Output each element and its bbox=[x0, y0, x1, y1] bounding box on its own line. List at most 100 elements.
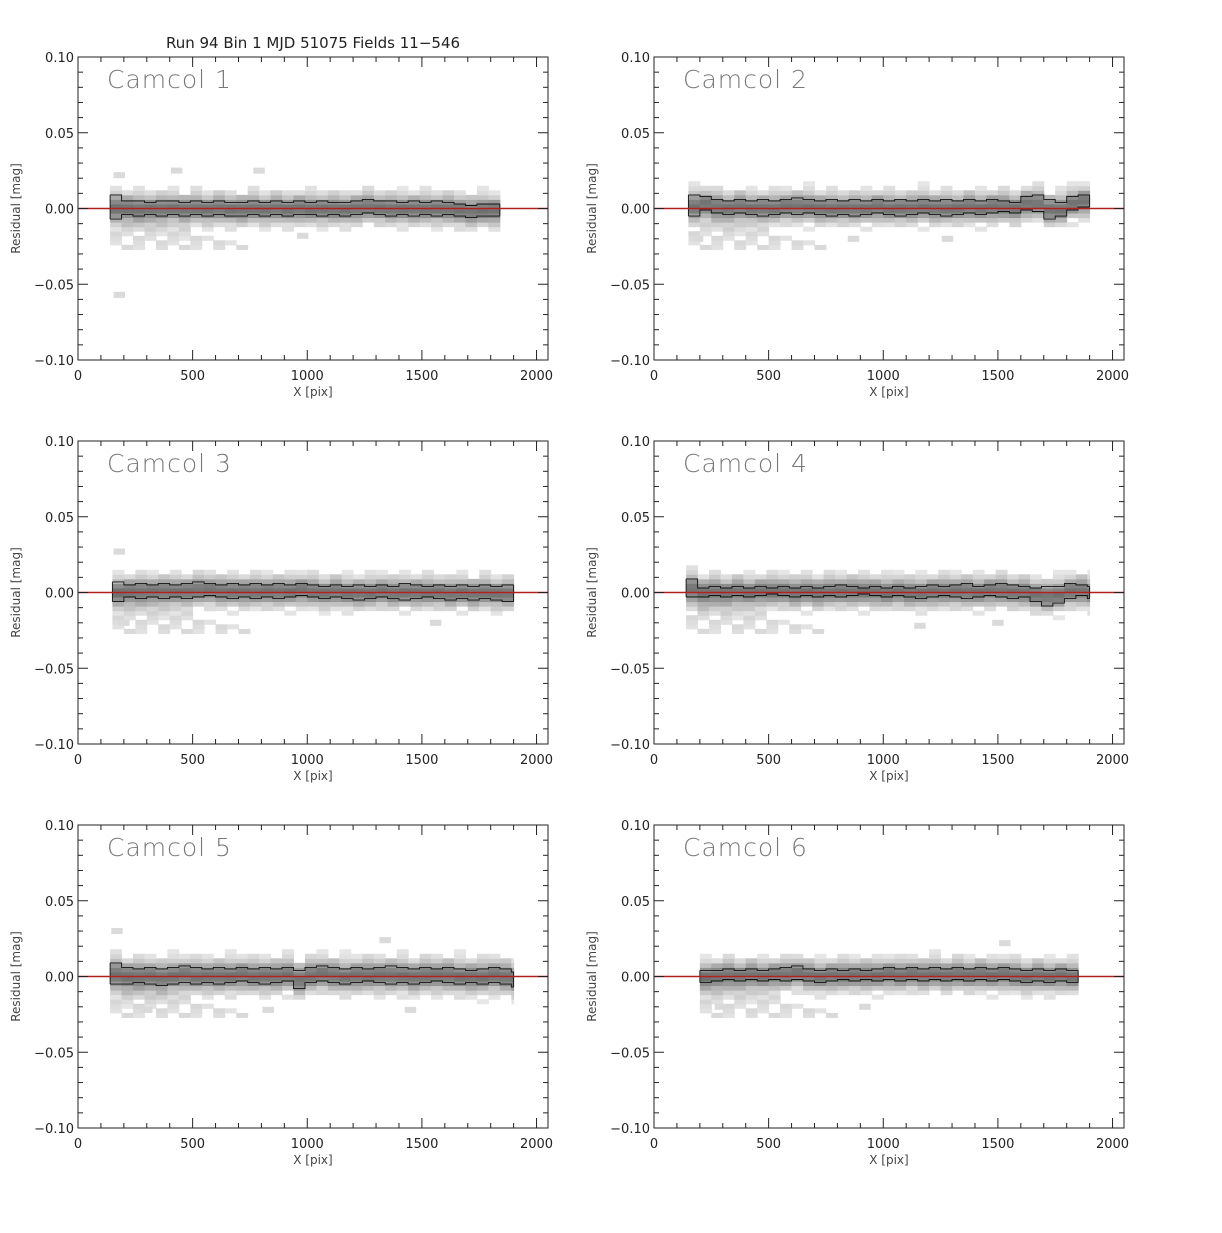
density-cell bbox=[339, 217, 352, 223]
density-cell bbox=[892, 597, 905, 603]
y-tick-label: 0.10 bbox=[45, 51, 74, 66]
density-cell bbox=[213, 1012, 226, 1018]
density-cell bbox=[144, 971, 157, 977]
density-cell bbox=[871, 967, 884, 973]
density-cell bbox=[731, 574, 744, 580]
density-cell bbox=[768, 217, 781, 223]
density-cell bbox=[745, 976, 758, 982]
density-cell bbox=[745, 222, 758, 228]
density-cell bbox=[766, 606, 779, 612]
upper-step-line bbox=[112, 581, 514, 587]
density-cell bbox=[146, 578, 159, 584]
density-cell bbox=[224, 190, 237, 196]
density-cell bbox=[825, 971, 838, 977]
density-cell bbox=[768, 208, 781, 214]
density-cell bbox=[711, 990, 724, 996]
density-cell bbox=[974, 226, 987, 232]
density-cell bbox=[711, 235, 724, 241]
density-cell bbox=[906, 981, 919, 987]
density-cell bbox=[745, 240, 758, 246]
density-cell bbox=[490, 574, 503, 580]
density-cell bbox=[178, 990, 191, 996]
density-cell bbox=[917, 185, 930, 191]
density-cell bbox=[431, 971, 444, 977]
density-cell bbox=[688, 217, 701, 223]
density-cell bbox=[456, 610, 469, 616]
density-cell bbox=[709, 619, 721, 625]
density-cell bbox=[871, 994, 884, 1000]
density-cell bbox=[880, 587, 893, 593]
density-cell bbox=[261, 574, 274, 580]
density-cell bbox=[238, 601, 251, 607]
density-cell bbox=[284, 569, 297, 575]
density-cell bbox=[110, 222, 123, 228]
density-heatmap bbox=[112, 548, 515, 634]
density-cell bbox=[720, 615, 733, 621]
panel-camcol-3: 0 500 1000 1500 2000−0.10−0.050.000.050.10X … bbox=[9, 435, 553, 783]
density-cell bbox=[238, 583, 251, 589]
density-cell bbox=[350, 953, 363, 959]
density-cell bbox=[259, 953, 272, 959]
density-cell bbox=[385, 217, 398, 223]
density-cell bbox=[398, 601, 411, 607]
density-cell bbox=[734, 231, 747, 237]
density-cell bbox=[720, 601, 733, 607]
density-cell bbox=[190, 981, 203, 987]
density-cell bbox=[270, 222, 283, 228]
density-cell bbox=[883, 185, 896, 191]
panel-camcol-2: 0 500 1000 1500 2000−0.10−0.050.000.050.10X … bbox=[585, 51, 1129, 399]
x-axis-label: X [pix] bbox=[869, 385, 908, 399]
density-cell bbox=[272, 578, 285, 584]
density-cell bbox=[803, 185, 815, 191]
density-cell bbox=[204, 597, 217, 603]
density-cell bbox=[731, 628, 744, 634]
density-cell bbox=[330, 587, 343, 593]
density-cell bbox=[499, 976, 512, 982]
density-cell bbox=[711, 226, 724, 232]
density-cell bbox=[270, 213, 283, 219]
density-cell bbox=[421, 574, 434, 580]
density-cell bbox=[155, 190, 168, 196]
density-cell bbox=[167, 994, 180, 1000]
density-cell bbox=[304, 213, 317, 219]
density-cell bbox=[284, 610, 297, 616]
density-cell bbox=[903, 592, 916, 598]
density-cell bbox=[364, 574, 377, 580]
density-cell bbox=[722, 1008, 735, 1014]
density-cell bbox=[791, 953, 804, 959]
density-cell bbox=[387, 583, 400, 589]
density-cell bbox=[282, 958, 295, 964]
density-cell bbox=[699, 226, 712, 232]
density-cell bbox=[812, 583, 825, 589]
density-cell bbox=[848, 985, 861, 991]
density-cell bbox=[1052, 569, 1065, 575]
x-tick-label: 0 bbox=[74, 369, 82, 384]
density-cell bbox=[711, 222, 724, 228]
density-cell bbox=[133, 990, 145, 996]
density-cell bbox=[121, 222, 134, 228]
density-cell bbox=[155, 213, 168, 219]
density-cell bbox=[490, 587, 503, 593]
density-cell bbox=[848, 199, 861, 205]
density-cell bbox=[307, 592, 320, 598]
density-cell bbox=[181, 615, 194, 621]
density-cell bbox=[768, 194, 781, 200]
y-tick-label: 0.10 bbox=[45, 435, 74, 450]
density-cell bbox=[293, 203, 306, 209]
density-cell bbox=[272, 587, 285, 593]
density-cell bbox=[476, 203, 489, 209]
density-cell bbox=[204, 601, 217, 607]
density-cell bbox=[1020, 199, 1033, 205]
density-cell bbox=[848, 976, 861, 982]
density-cell bbox=[396, 203, 409, 209]
density-cell bbox=[917, 226, 930, 232]
density-cell bbox=[318, 606, 331, 612]
density-cell bbox=[894, 222, 907, 228]
density-cell bbox=[155, 203, 168, 209]
density-cell bbox=[1052, 592, 1065, 598]
density-cell bbox=[353, 583, 366, 589]
density-cell bbox=[837, 203, 850, 209]
density-cell bbox=[110, 203, 123, 209]
density-cell bbox=[421, 583, 434, 589]
density-cell bbox=[316, 203, 329, 209]
